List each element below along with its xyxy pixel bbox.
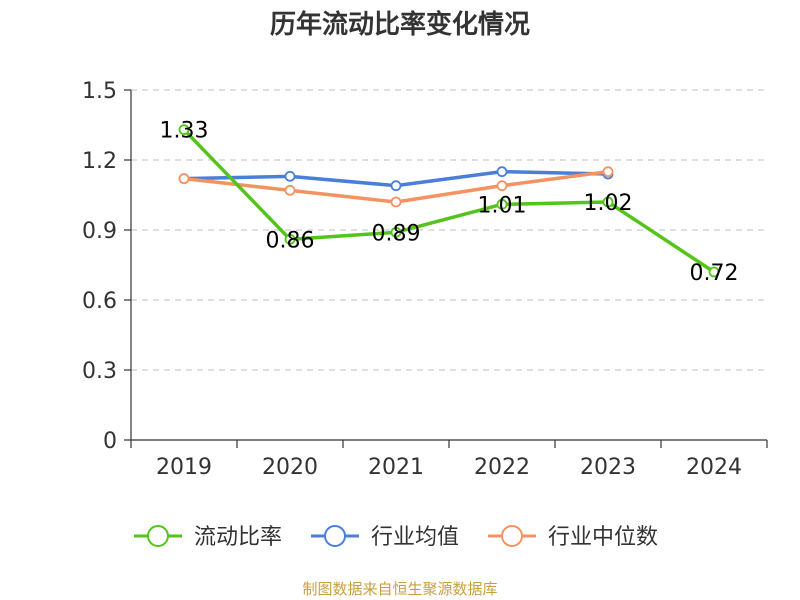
y-tick-label: 1.5 [82, 79, 117, 104]
chart-title: 历年流动比率变化情况 [270, 9, 530, 40]
data-point [602, 196, 614, 208]
series-2 [178, 166, 614, 208]
data-point [496, 166, 508, 178]
series-0 [178, 124, 720, 278]
legend-swatch-marker [324, 525, 346, 547]
series-line [182, 127, 716, 274]
legend-item: 行业均值 [311, 525, 459, 550]
x-tick-label: 2024 [686, 455, 742, 480]
x-tick-label: 2021 [368, 455, 424, 480]
data-point [178, 173, 190, 185]
data-point [708, 266, 720, 278]
data-point [390, 226, 402, 238]
data-labels: 1.33 0.86 0.89 1.01 1.02 0.72 [160, 119, 739, 286]
x-tick-label: 2022 [474, 455, 530, 480]
y-tick-label: 1.2 [82, 149, 117, 174]
legend: 流动比率 行业均值 行业中位数 [134, 525, 658, 550]
legend-label: 行业均值 [371, 525, 459, 550]
axes: 0 0.3 0.6 0.9 1.2 1.5 2019 2020 2021 2022 2023 2024 [82, 79, 768, 480]
legend-item: 行业中位数 [488, 525, 658, 550]
data-label: 0.72 [690, 261, 739, 286]
data-label: 1.02 [584, 191, 633, 216]
data-point [284, 233, 296, 245]
y-tick-label: 0.3 [82, 359, 117, 384]
x-tick-label: 2019 [156, 455, 212, 480]
data-point [390, 196, 402, 208]
data-point [284, 170, 296, 182]
x-tick-label: 2023 [580, 455, 636, 480]
data-label: 0.86 [266, 228, 315, 253]
data-label: 1.33 [160, 119, 209, 144]
data-point [390, 180, 402, 192]
data-label: 1.01 [478, 193, 527, 218]
source-note: 制图数据来自恒生聚源数据库 [302, 580, 497, 598]
data-point [496, 198, 508, 210]
y-tick-label: 0.6 [82, 289, 117, 314]
data-point [496, 180, 508, 192]
legend-label: 流动比率 [194, 525, 282, 550]
legend-item: 流动比率 [134, 525, 282, 550]
data-point [178, 124, 190, 136]
y-tick-label: 0 [103, 429, 117, 454]
data-label: 0.89 [372, 221, 421, 246]
legend-label: 行业中位数 [548, 525, 658, 550]
data-point [602, 166, 614, 178]
x-tick-label: 2020 [262, 455, 318, 480]
grid [131, 89, 767, 371]
data-point [284, 184, 296, 196]
series-layer [178, 124, 720, 278]
legend-swatch-marker [147, 525, 169, 547]
legend-swatch-marker [501, 525, 523, 547]
y-tick-label: 0.9 [82, 219, 117, 244]
